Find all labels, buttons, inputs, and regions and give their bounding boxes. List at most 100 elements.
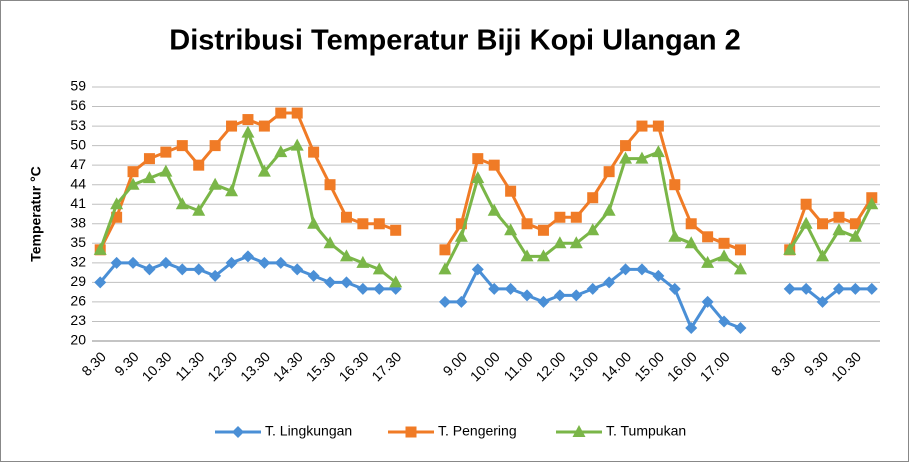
- y-tick-label: 20: [70, 332, 86, 348]
- data-point: [569, 236, 583, 249]
- data-point: [685, 321, 698, 334]
- data-point: [651, 145, 665, 158]
- data-point: [142, 171, 156, 184]
- data-point: [800, 198, 812, 210]
- data-point: [849, 282, 862, 295]
- data-point: [817, 218, 829, 230]
- data-point: [94, 276, 107, 289]
- data-point: [324, 276, 337, 289]
- legend-label: T. Tumpukan: [606, 423, 686, 439]
- data-point: [603, 276, 616, 289]
- data-point: [159, 164, 173, 177]
- data-point: [111, 211, 123, 223]
- data-point: [291, 107, 303, 119]
- data-point: [848, 229, 862, 242]
- y-tick-label: 41: [70, 195, 86, 211]
- data-point: [372, 262, 386, 275]
- data-point: [652, 120, 664, 132]
- legend-marker: [405, 426, 417, 438]
- y-tick-label: 56: [70, 97, 86, 113]
- data-point: [439, 244, 451, 256]
- y-axis-label: Temperatur °C: [28, 166, 44, 262]
- data-point: [209, 269, 222, 282]
- data-point: [275, 107, 287, 119]
- data-point: [520, 249, 534, 262]
- data-point: [373, 218, 385, 230]
- data-point: [521, 289, 534, 302]
- data-point: [619, 151, 633, 164]
- data-point: [175, 197, 189, 210]
- data-point: [225, 256, 238, 269]
- data-point: [733, 262, 747, 275]
- data-point: [536, 249, 550, 262]
- data-point: [340, 211, 352, 223]
- data-point: [619, 263, 632, 276]
- data-point: [160, 146, 172, 158]
- data-point: [127, 166, 139, 178]
- data-point: [832, 282, 845, 295]
- data-point: [176, 140, 188, 152]
- data-point: [208, 177, 222, 190]
- legend-marker: [572, 425, 586, 437]
- data-point: [685, 218, 697, 230]
- data-point: [455, 295, 468, 308]
- data-point: [126, 177, 140, 190]
- data-point: [602, 203, 616, 216]
- data-point: [734, 244, 746, 256]
- data-point: [274, 145, 288, 158]
- y-tick-label: 50: [70, 136, 86, 152]
- y-tick-label: 38: [70, 214, 86, 230]
- data-point: [553, 236, 567, 249]
- data-point: [636, 120, 648, 132]
- data-point: [257, 164, 271, 177]
- data-point: [192, 203, 206, 216]
- data-point: [504, 223, 518, 236]
- data-point: [455, 218, 467, 230]
- data-point: [241, 250, 254, 263]
- data-point: [799, 216, 813, 229]
- data-point: [521, 218, 533, 230]
- data-point: [717, 249, 731, 262]
- data-point: [193, 159, 205, 171]
- data-point: [570, 289, 583, 302]
- data-point: [816, 295, 829, 308]
- data-point: [454, 229, 468, 242]
- data-point: [865, 282, 878, 295]
- data-point: [225, 184, 239, 197]
- data-point: [258, 256, 271, 269]
- data-point: [554, 211, 566, 223]
- chart-title: Distribusi Temperatur Biji Kopi Ulangan …: [169, 25, 741, 57]
- data-point: [701, 295, 714, 308]
- y-tick-label: 47: [70, 156, 86, 172]
- data-point: [620, 140, 632, 152]
- data-point: [110, 197, 124, 210]
- data-point: [390, 224, 402, 236]
- data-point: [93, 242, 107, 255]
- data-point: [159, 256, 172, 269]
- data-point: [668, 229, 682, 242]
- legend-label: T. Pengering: [438, 423, 517, 439]
- data-point: [635, 151, 649, 164]
- legend-marker: [232, 426, 244, 438]
- data-point: [734, 321, 747, 334]
- data-point: [800, 282, 813, 295]
- data-point: [471, 171, 485, 184]
- data-point: [241, 125, 255, 138]
- y-tick-label: 59: [70, 78, 86, 94]
- legend-label: T. Lingkungan: [265, 423, 352, 439]
- data-point: [718, 237, 730, 249]
- data-point: [438, 295, 451, 308]
- data-point: [307, 216, 321, 229]
- data-point: [537, 295, 550, 308]
- data-point: [357, 218, 369, 230]
- data-point: [849, 218, 861, 230]
- y-tick-label: 26: [70, 293, 86, 309]
- data-point: [603, 166, 615, 178]
- data-point: [833, 211, 845, 223]
- data-point: [143, 263, 156, 276]
- data-point: [652, 269, 665, 282]
- data-point: [701, 255, 715, 268]
- data-point: [127, 256, 140, 269]
